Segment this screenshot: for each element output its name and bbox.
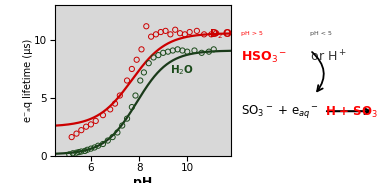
Text: or H$^+$: or H$^+$ (307, 50, 347, 65)
Text: pH < 5: pH < 5 (310, 31, 332, 36)
Point (160, 51, 166, 54)
Point (107, 108, 113, 111)
Point (117, 94, 123, 97)
Point (88, 123, 94, 126)
Point (141, 71, 147, 74)
Point (211, 48, 217, 51)
Point (167, 33, 174, 36)
Point (158, 31, 164, 33)
Point (112, 102, 118, 105)
Point (148, 35, 154, 38)
Point (175, 48, 181, 51)
Point (100, 143, 106, 145)
Point (170, 49, 176, 52)
Point (138, 48, 144, 51)
Point (163, 29, 169, 32)
Point (208, 33, 214, 36)
Point (95, 144, 101, 147)
Point (172, 28, 178, 31)
Point (124, 117, 130, 120)
Point (78, 150, 84, 153)
Point (146, 62, 152, 65)
Point (88, 147, 94, 150)
Point (177, 32, 183, 35)
Point (83, 125, 89, 128)
Point (91, 146, 98, 149)
Point (201, 33, 207, 36)
Point (182, 33, 188, 36)
Point (187, 31, 193, 33)
Point (78, 129, 84, 132)
Point (119, 124, 125, 127)
Text: HSO$_3$$^-$: HSO$_3$$^-$ (240, 50, 287, 65)
Point (110, 136, 116, 139)
Point (129, 68, 135, 70)
Point (180, 49, 186, 52)
X-axis label: pH: pH (133, 176, 152, 183)
Point (213, 32, 219, 35)
Text: H$_2$O: H$_2$O (170, 63, 194, 77)
Point (76, 151, 82, 154)
Point (82, 150, 88, 152)
Point (73, 132, 79, 135)
Point (105, 139, 111, 142)
Point (69, 136, 75, 139)
Point (137, 79, 143, 82)
Point (184, 50, 190, 53)
Point (153, 33, 159, 36)
Point (150, 56, 156, 59)
Point (165, 50, 171, 53)
Point (124, 79, 130, 82)
Text: SO$_3$$^-$ + e$_{aq}$$^-$: SO$_3$$^-$ + e$_{aq}$$^-$ (240, 103, 319, 120)
Point (93, 119, 99, 122)
Point (70, 152, 76, 155)
Point (132, 94, 138, 97)
Point (73, 151, 79, 154)
Point (100, 114, 106, 117)
Point (134, 58, 140, 61)
Point (143, 25, 149, 28)
Point (66, 153, 72, 156)
Point (115, 131, 121, 134)
Point (191, 49, 197, 52)
Text: D$_2$O: D$_2$O (209, 27, 233, 41)
Point (129, 106, 135, 109)
Point (199, 51, 205, 54)
Point (194, 29, 200, 32)
Point (84, 148, 90, 151)
Text: H + SO$_3$$^{2-}$: H + SO$_3$$^{2-}$ (325, 102, 378, 121)
Point (155, 54, 161, 57)
Y-axis label: e⁻ₐq lifetime (μs): e⁻ₐq lifetime (μs) (23, 39, 33, 122)
Point (206, 50, 212, 53)
Text: pH > 5: pH > 5 (240, 31, 262, 36)
